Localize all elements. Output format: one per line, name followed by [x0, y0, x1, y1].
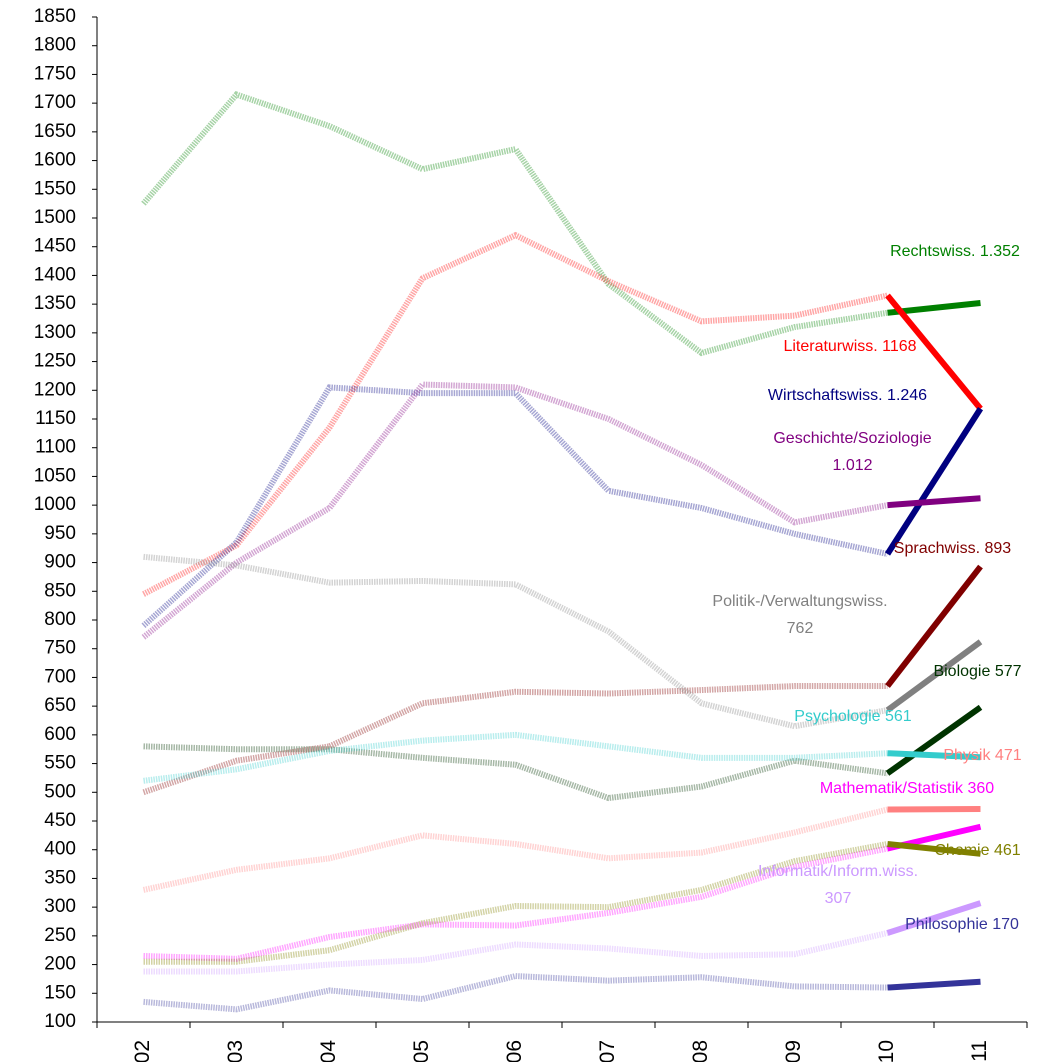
series-line-faded	[142, 231, 889, 597]
x-tick-label: 2009	[782, 1040, 805, 1062]
series-line-final	[887, 840, 981, 857]
y-tick-label: 1850	[34, 6, 76, 27]
y-tick-label: 750	[44, 638, 76, 659]
series-label: Politik-/Verwaltungswiss. 762	[712, 593, 888, 637]
y-tick-label: 1200	[34, 379, 76, 400]
series-line-final	[887, 495, 981, 509]
x-tick-label: 2008	[689, 1040, 712, 1062]
y-tick-label: 1550	[34, 178, 76, 199]
y-tick-label: 250	[44, 925, 76, 946]
series-label: Geschichte/Soziologie 1.012	[773, 430, 932, 474]
series-label: Biologie 577	[933, 663, 1022, 680]
series-label: Informatik/Inform.wiss. 307	[757, 863, 919, 907]
y-tick-label: 300	[44, 896, 76, 917]
series-line-final	[885, 704, 983, 776]
y-tick-label: 700	[44, 666, 76, 687]
y-tick-label: 1350	[34, 293, 76, 314]
y-tick-label: 1800	[34, 35, 76, 56]
x-tick-label: 2004	[317, 1040, 340, 1062]
x-tick-label: 2003	[224, 1040, 247, 1062]
series-label: Literaturwiss. 1168	[783, 338, 917, 355]
y-tick-label: 1300	[34, 322, 76, 343]
series-label: Psychologie 561	[794, 708, 912, 725]
x-tick-label: 2005	[410, 1040, 433, 1062]
y-tick-label: 350	[44, 867, 76, 888]
series-label: Chemie 461	[934, 842, 1021, 859]
y-tick-label: 1100	[35, 437, 76, 458]
series-line-faded	[143, 743, 888, 802]
series-line-faded	[143, 930, 889, 975]
y-tick-label: 200	[44, 954, 76, 975]
series-line-final	[886, 900, 982, 936]
series-label: Physik 471	[943, 747, 1022, 764]
series-label: Philosophie 170	[905, 916, 1019, 933]
series-line-faded	[142, 683, 888, 796]
series-line-final	[885, 293, 983, 411]
y-tick-label: 100	[44, 1011, 76, 1032]
series-line-faded	[143, 845, 889, 962]
y-tick-label: 1150	[35, 408, 76, 429]
y-tick-label: 1000	[34, 494, 76, 515]
series-line-faded	[141, 381, 889, 640]
series-line-final	[887, 978, 981, 991]
series-line-faded	[142, 806, 889, 893]
x-tick-label: 2006	[503, 1040, 526, 1062]
series-line-final	[887, 805, 981, 813]
y-tick-label: 600	[44, 724, 76, 745]
series-line-final	[885, 639, 983, 713]
y-tick-label: 650	[44, 695, 76, 716]
y-tick-label: 950	[44, 523, 76, 544]
series-line-faded	[143, 973, 888, 1013]
y-tick-label: 1750	[34, 63, 76, 84]
y-tick-label: 1500	[34, 207, 76, 228]
y-tick-label: 1700	[34, 92, 76, 113]
series-line-faded	[141, 384, 889, 628]
series-label: Sprachwiss. 893	[893, 540, 1012, 557]
y-tick-label: 1400	[34, 264, 76, 285]
y-tick-label: 1450	[34, 236, 76, 257]
y-tick-label: 900	[44, 552, 76, 573]
y-tick-label: 1250	[34, 351, 76, 372]
y-tick-label: 450	[44, 810, 76, 831]
x-tick-label: 2007	[596, 1040, 619, 1062]
y-tick-label: 150	[44, 982, 76, 1003]
series-line-faded	[143, 841, 889, 965]
y-tick-label: 1600	[34, 150, 76, 171]
y-tick-label: 1650	[34, 121, 76, 142]
series-label: Mathematik/Statistik 360	[819, 780, 995, 797]
y-tick-label: 550	[44, 753, 76, 774]
series-line-faded	[143, 731, 888, 784]
x-tick-label: 2011	[968, 1040, 991, 1062]
y-tick-label: 1050	[34, 465, 76, 486]
series-line-final	[885, 564, 983, 688]
y-tick-label: 400	[44, 839, 76, 860]
series-line-faded	[141, 91, 888, 357]
y-tick-label: 500	[44, 781, 76, 802]
y-tick-label: 850	[44, 580, 76, 601]
series-line-final	[887, 750, 981, 761]
x-tick-label: 2010	[875, 1040, 898, 1062]
series-label: Rechtswiss. 1.352	[890, 243, 1020, 260]
series-label: Wirtschaftswiss. 1.246	[767, 387, 928, 404]
series-line-final	[884, 407, 984, 556]
y-tick-label: 800	[44, 609, 76, 630]
